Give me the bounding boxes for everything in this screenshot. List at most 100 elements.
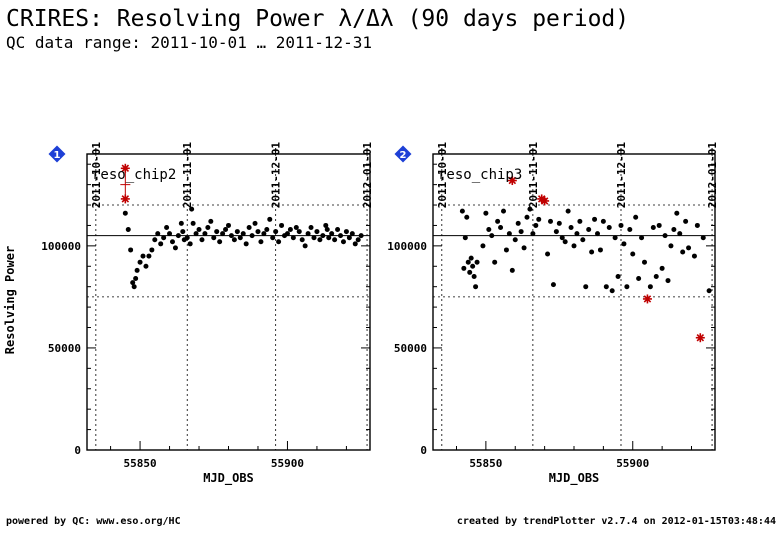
data-point xyxy=(346,235,352,241)
data-point xyxy=(252,220,258,226)
data-point xyxy=(320,233,326,239)
data-point xyxy=(548,218,553,224)
data-point xyxy=(349,231,355,237)
date-tick-label: 2011-12-01 xyxy=(270,142,283,209)
data-point xyxy=(503,247,509,253)
data-point xyxy=(228,233,234,239)
data-point xyxy=(317,237,323,243)
chart-title: CRIRES: Resolving Power λ/Δλ (90 days pe… xyxy=(6,6,630,32)
data-point xyxy=(340,239,346,245)
data-point xyxy=(358,233,364,239)
data-point xyxy=(627,227,633,233)
panel-number-badge xyxy=(394,145,412,163)
data-point xyxy=(706,288,712,294)
data-point xyxy=(559,235,565,241)
panel-reso-chip2: 2011-10-01 2011-11-01 2011-12-01 2012-01-01… xyxy=(41,142,374,486)
data-point xyxy=(527,206,533,212)
data-point xyxy=(521,245,527,251)
data-point xyxy=(674,210,680,216)
data-point xyxy=(155,231,161,237)
data-point xyxy=(700,235,706,241)
data-point xyxy=(586,227,592,233)
data-point xyxy=(267,216,273,222)
data-point xyxy=(612,235,618,241)
data-point xyxy=(639,235,645,241)
x-tick-label: 55850 xyxy=(469,457,502,470)
data-point xyxy=(258,239,264,245)
x-axis-label: MJD_OBS xyxy=(549,471,600,486)
date-tick-label: 2012-01-01 xyxy=(361,142,374,209)
data-point xyxy=(152,237,158,243)
data-point xyxy=(276,239,282,245)
data-point xyxy=(470,263,476,269)
data-point xyxy=(671,227,677,233)
data-point xyxy=(158,241,164,247)
data-point xyxy=(498,224,504,230)
data-point xyxy=(501,208,506,214)
data-point xyxy=(164,224,170,230)
data-point xyxy=(293,224,299,230)
data-point xyxy=(161,235,167,241)
data-point xyxy=(650,224,656,230)
data-point xyxy=(462,235,468,241)
data-point xyxy=(208,218,214,224)
data-point xyxy=(175,233,181,239)
data-point xyxy=(264,227,270,233)
data-point xyxy=(255,229,261,235)
y-axis-label: Resolving Power xyxy=(3,246,17,354)
data-point xyxy=(122,210,128,216)
data-point xyxy=(480,243,486,249)
data-point xyxy=(467,269,473,275)
data-point xyxy=(287,227,293,233)
data-point xyxy=(332,237,338,243)
data-point xyxy=(231,237,237,243)
y-tick-label: 0 xyxy=(74,444,81,457)
data-point xyxy=(187,241,193,247)
data-point xyxy=(606,224,612,230)
data-point xyxy=(149,247,155,253)
date-tick-label: 2011-12-01 xyxy=(615,142,628,209)
data-point xyxy=(311,235,317,241)
data-point xyxy=(495,218,501,224)
y-tick-label: 50000 xyxy=(48,342,81,355)
data-point xyxy=(603,284,609,290)
data-point xyxy=(662,233,668,239)
data-point xyxy=(489,233,495,239)
data-point xyxy=(653,273,659,279)
data-point xyxy=(486,227,492,233)
data-point xyxy=(609,288,615,294)
data-point xyxy=(459,208,465,214)
data-point xyxy=(683,218,689,224)
data-point xyxy=(355,237,361,243)
data-point xyxy=(305,231,311,237)
data-point xyxy=(323,222,329,228)
data-point xyxy=(615,273,621,279)
data-point xyxy=(217,239,223,245)
data-point xyxy=(172,245,178,251)
data-point xyxy=(137,259,143,265)
data-point xyxy=(196,227,202,233)
data-point xyxy=(677,231,683,237)
data-point xyxy=(512,237,518,243)
data-point xyxy=(214,229,220,235)
data-point xyxy=(571,243,577,249)
data-point xyxy=(326,235,332,241)
footer-powered-by: powered by QC: www.eso.org/HC xyxy=(6,516,181,527)
data-point xyxy=(556,220,562,226)
data-point xyxy=(506,231,512,237)
date-tick-label: 2011-10-01 xyxy=(90,142,103,209)
data-point xyxy=(597,247,603,253)
data-point xyxy=(473,284,479,290)
outlier-point xyxy=(507,176,517,186)
data-point xyxy=(169,239,175,245)
y-tick-label: 50000 xyxy=(394,342,427,355)
data-point xyxy=(647,284,653,290)
data-point xyxy=(146,253,152,259)
chart-subtitle: QC data range: 2011-10-01 … 2011-12-31 xyxy=(6,33,373,52)
outlier-point xyxy=(695,333,705,343)
data-point xyxy=(302,243,308,249)
data-point xyxy=(131,284,137,290)
data-point xyxy=(553,229,559,235)
data-point xyxy=(180,229,186,235)
